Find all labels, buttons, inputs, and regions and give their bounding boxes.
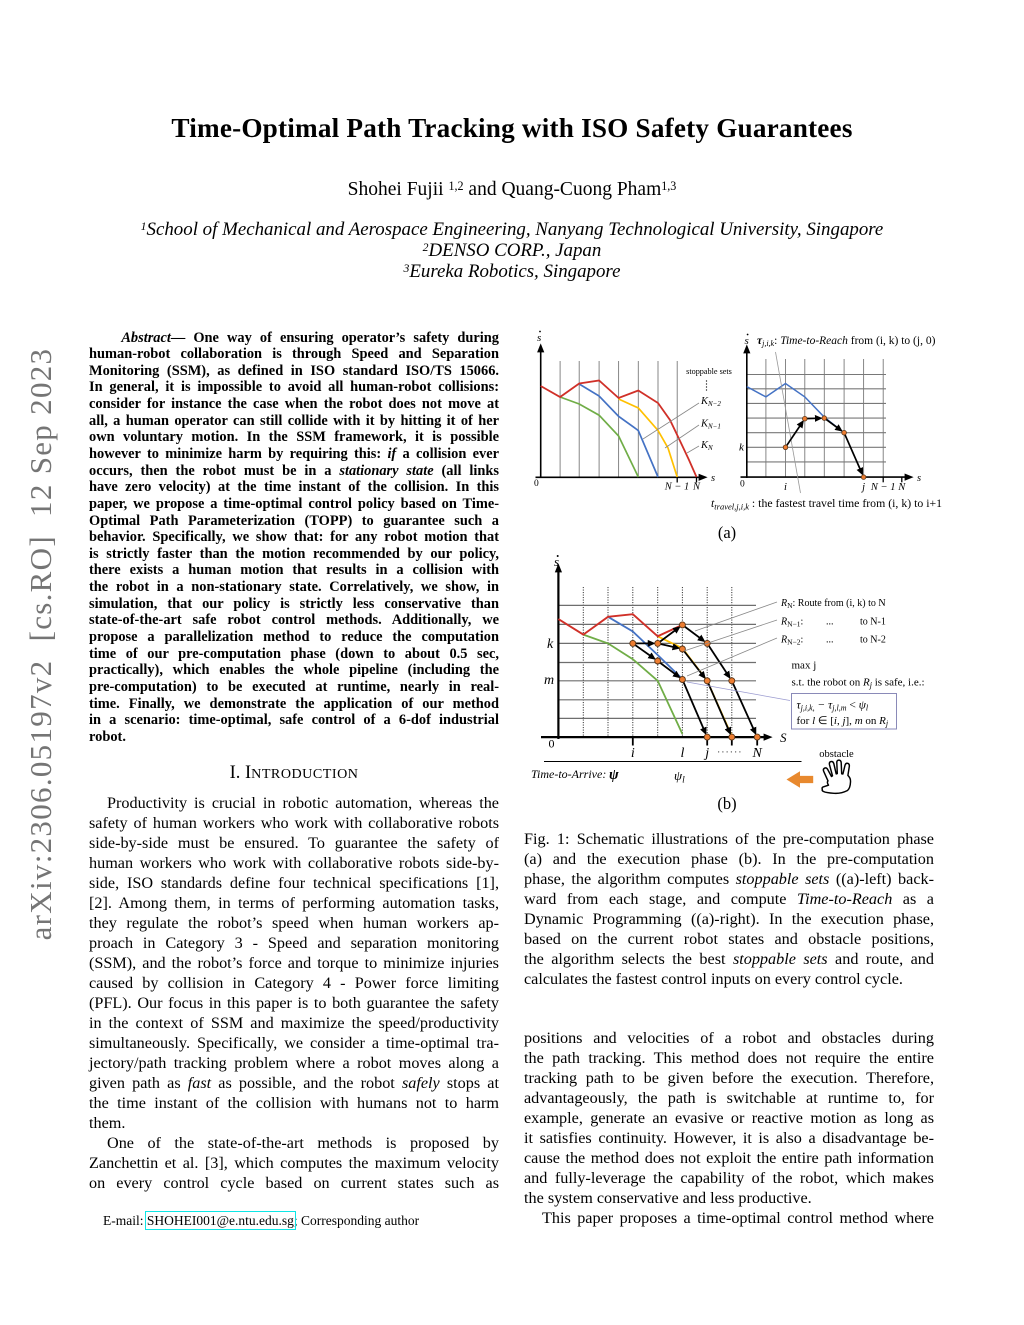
svg-text:to N-1: to N-1 (860, 617, 886, 628)
svg-text:s: s (554, 554, 559, 569)
svg-text:s: s (917, 473, 921, 484)
svg-text:0: 0 (534, 479, 539, 489)
svg-text:...: ... (826, 635, 834, 646)
svg-text:l: l (680, 746, 684, 761)
svg-text:S: S (780, 730, 787, 745)
svg-text:N: N (692, 482, 701, 493)
svg-text:j: j (860, 482, 865, 493)
svg-text:s.t. the robot on Rj is safe,: s.t. the robot on Rj is safe, i.e.: (792, 677, 925, 690)
svg-text:...: ... (826, 617, 834, 628)
svg-text:τj,i,k: Time-to-Reach from (i,: τj,i,k: Time-to-Reach from (i, k) to (j,… (757, 335, 936, 348)
svg-text:(a): (a) (718, 523, 736, 542)
svg-text:max j: max j (792, 660, 817, 672)
svg-text:for l ∈ [i, j], m on Rj: for l ∈ [i, j], m on Rj (797, 715, 889, 728)
svg-text:KN: KN (700, 440, 713, 452)
svg-text:Time-to-Arrive:: Time-to-Arrive: (531, 767, 606, 781)
svg-text:ttravel,j,i,k : the fastest tr: ttravel,j,i,k : the fastest travel time … (711, 496, 942, 511)
svg-text:N − 1: N − 1 (870, 482, 896, 493)
svg-text:to N-2: to N-2 (860, 635, 886, 646)
svg-text:s: s (537, 332, 541, 344)
svg-text:KN−2: KN−2 (700, 396, 721, 408)
svg-text:N: N (752, 746, 763, 761)
svg-text:j: j (703, 746, 709, 761)
svg-text:m: m (544, 673, 554, 688)
svg-text:i: i (784, 482, 787, 493)
svg-text:......: ...... (717, 744, 743, 756)
svg-text:0: 0 (549, 737, 555, 751)
svg-text:RN−2:: RN−2: (780, 635, 803, 647)
svg-text:k: k (739, 442, 745, 454)
svg-text:KN−1: KN−1 (700, 419, 721, 431)
svg-text:N: N (897, 482, 906, 493)
svg-text:0: 0 (740, 480, 745, 490)
svg-text:k: k (547, 637, 554, 652)
svg-text:τj,i,k, − τj,l,m < ψl: τj,i,k, − τj,l,m < ψl (797, 700, 869, 713)
svg-text:RN: Route from (i, k) to N: RN: Route from (i, k) to N (780, 598, 886, 610)
svg-text:i: i (631, 746, 635, 761)
svg-text:N − 1: N − 1 (664, 482, 690, 493)
svg-text:RN−1:: RN−1: (780, 617, 803, 629)
svg-text:(b): (b) (717, 794, 736, 813)
svg-text:ψ: ψ (609, 767, 619, 783)
svg-text:s: s (711, 473, 715, 484)
svg-text:s: s (745, 335, 749, 347)
svg-text:stoppable sets: stoppable sets (686, 367, 732, 376)
svg-text:ψl: ψl (674, 768, 685, 785)
svg-text:obstacle: obstacle (819, 749, 854, 760)
